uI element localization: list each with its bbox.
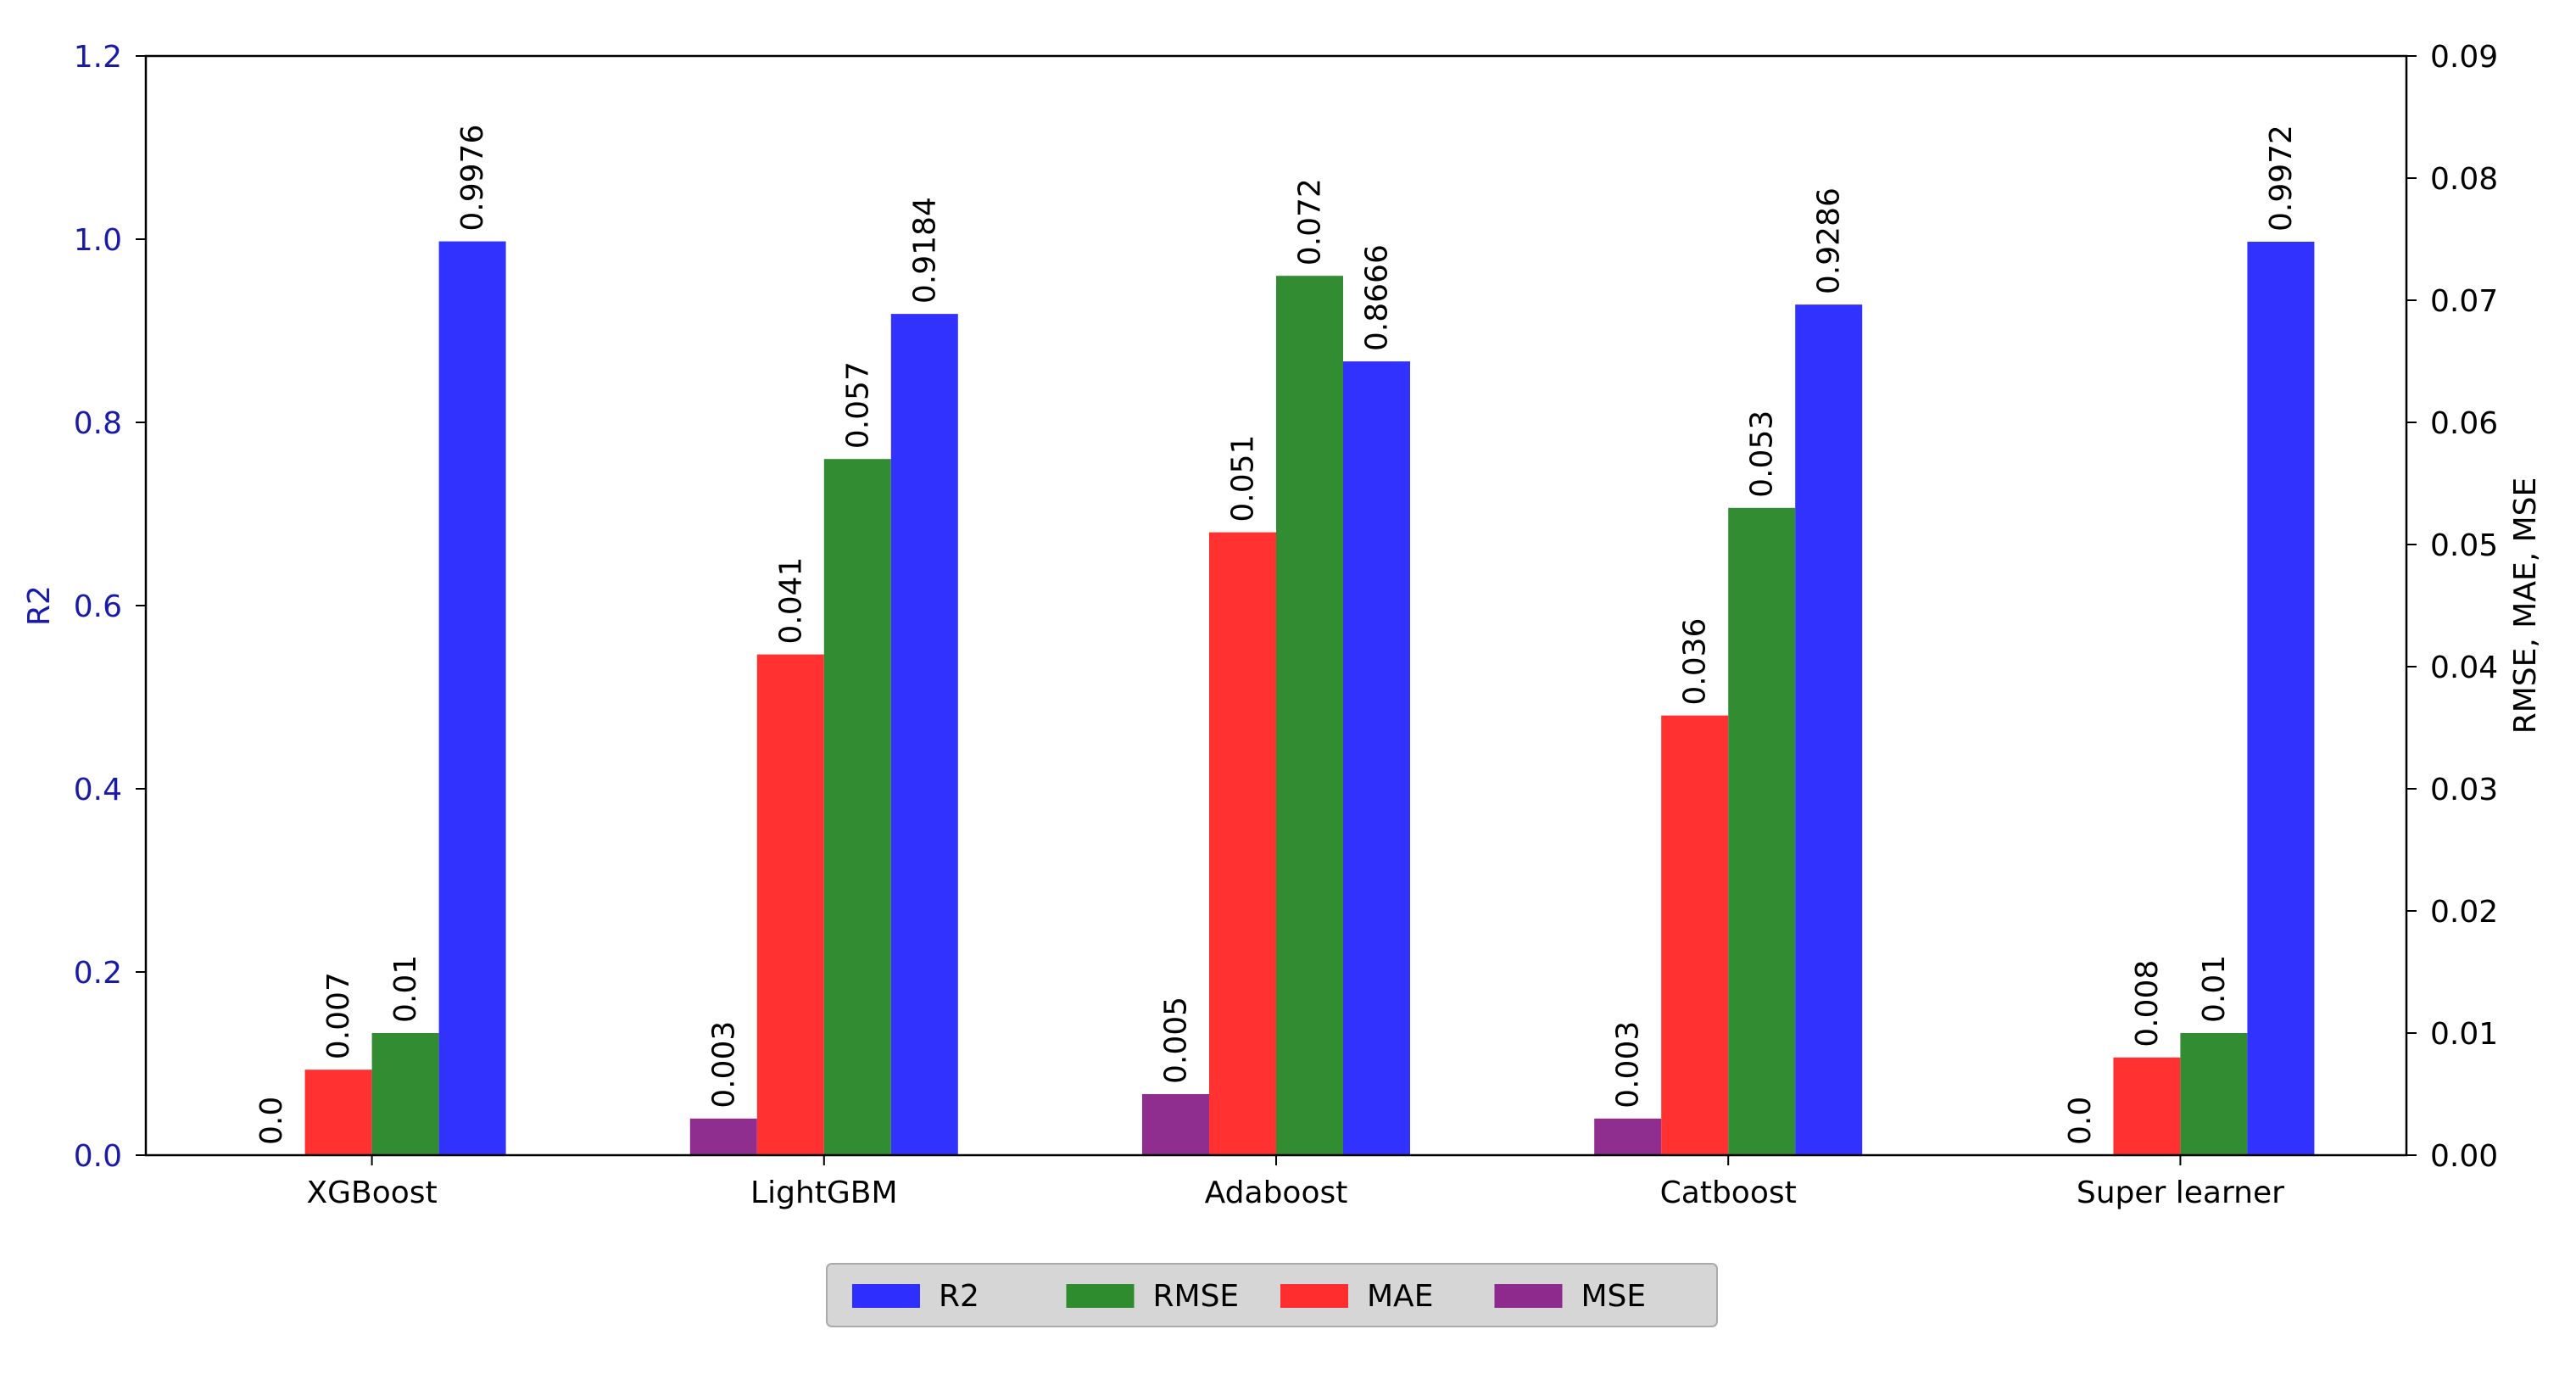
bar-mae-xgboost [304, 1070, 372, 1155]
legend-swatch-mse [1494, 1284, 1563, 1308]
bar-value-label: 0.041 [773, 557, 808, 645]
bar-value-label: 0.003 [1611, 1021, 1646, 1109]
bar-value-label: 0.01 [388, 955, 423, 1023]
right-tick-label: 0.03 [2430, 773, 2498, 807]
plot-frame [144, 54, 2408, 1157]
bar-mae-adaboost [1209, 532, 1276, 1155]
bar-rmse-catboost [1728, 507, 1796, 1155]
bar-value-label: 0.0 [2063, 1097, 2098, 1145]
bar-value-label: 0.003 [706, 1021, 741, 1109]
right-axis-label: RMSE, MAE, MSE [2508, 478, 2543, 734]
right-tick-label: 0.08 [2430, 162, 2498, 197]
bar-r2-adaboost [1343, 361, 1410, 1156]
bar-r2-xgboost [438, 241, 506, 1156]
bar-value-label: 0.008 [2130, 960, 2165, 1047]
left-tick-label: 0.0 [74, 1139, 122, 1174]
bar-mse-catboost [1594, 1118, 1662, 1155]
bar-r2-lightgbm [890, 314, 958, 1156]
bar-value-label: 0.01 [2197, 955, 2232, 1023]
bar-rmse-xgboost [371, 1033, 439, 1155]
right-tick-label: 0.09 [2430, 40, 2498, 75]
bar-value-label: 0.036 [1678, 618, 1713, 706]
left-axis-label: R2 [22, 585, 57, 626]
bar-mae-catboost [1661, 715, 1729, 1155]
bar-value-label: 0.051 [1226, 435, 1261, 522]
bar-value-label: 0.9972 [2264, 125, 2299, 232]
legend-box [826, 1263, 1718, 1327]
bar-value-label: 0.005 [1159, 997, 1194, 1084]
bar-r2-super-learner [2247, 242, 2315, 1155]
bar-value-label: 0.072 [1293, 178, 1328, 265]
x-tick-label: LightGBM [750, 1176, 898, 1210]
right-tick-label: 0.00 [2430, 1139, 2498, 1174]
bar-rmse-adaboost [1276, 276, 1343, 1156]
legend-label-mae: MAE [1367, 1279, 1433, 1314]
left-tick-label: 0.2 [74, 956, 122, 991]
bar-value-label: 0.053 [1745, 411, 1780, 498]
legend-swatch-mae [1280, 1284, 1348, 1308]
left-tick-label: 1.2 [74, 40, 122, 75]
x-tick-label: Catboost [1660, 1176, 1797, 1210]
bar-value-label: 0.9184 [907, 197, 942, 304]
bar-r2-catboost [1795, 304, 1863, 1156]
right-tick-label: 0.06 [2430, 406, 2498, 441]
right-tick-label: 0.02 [2430, 895, 2498, 930]
bar-mse-adaboost [1142, 1094, 1209, 1155]
legend-label-rmse: RMSE [1153, 1279, 1240, 1314]
left-tick-label: 0.6 [74, 589, 122, 624]
bar-value-label: 0.007 [321, 972, 356, 1059]
right-tick-label: 0.01 [2430, 1017, 2498, 1052]
bar-rmse-super-learner [2180, 1033, 2248, 1155]
bar-value-label: 0.0 [254, 1097, 289, 1145]
bar-value-label: 0.057 [840, 361, 875, 449]
left-tick-label: 0.4 [74, 773, 122, 807]
bar-value-label: 0.9976 [455, 125, 490, 232]
right-tick-label: 0.07 [2430, 284, 2498, 319]
legend-swatch-r2 [852, 1284, 920, 1308]
legend-swatch-rmse [1066, 1284, 1135, 1308]
left-tick-label: 0.8 [74, 406, 122, 441]
x-tick-label: XGBoost [307, 1176, 438, 1210]
legend-label-r2: R2 [939, 1279, 979, 1314]
left-tick-label: 1.0 [74, 223, 122, 258]
bar-mse-lightgbm [689, 1118, 757, 1155]
x-tick-label: Adaboost [1205, 1176, 1348, 1210]
right-tick-label: 0.05 [2430, 528, 2498, 563]
legend-label-mse: MSE [1581, 1279, 1647, 1314]
bar-rmse-lightgbm [823, 459, 891, 1155]
bar-mae-lightgbm [756, 654, 824, 1155]
right-tick-label: 0.04 [2430, 651, 2498, 685]
bar-value-label: 0.9286 [1812, 187, 1847, 294]
bar-mae-super-learner [2113, 1057, 2181, 1155]
bar-value-label: 0.8666 [1360, 244, 1395, 351]
x-tick-label: Super learner [2077, 1176, 2284, 1210]
